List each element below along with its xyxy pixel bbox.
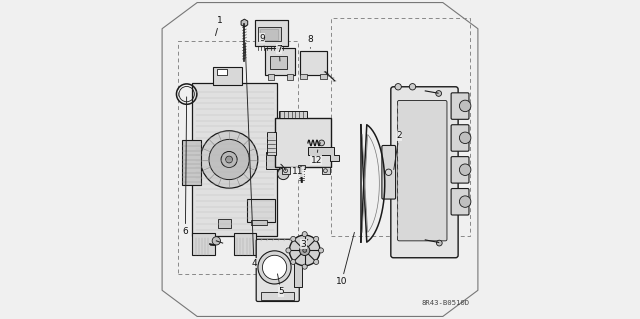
Circle shape — [460, 100, 471, 112]
Circle shape — [460, 164, 471, 175]
Circle shape — [460, 196, 471, 207]
Text: 5: 5 — [278, 274, 284, 296]
Bar — [300, 74, 307, 79]
Bar — [320, 74, 327, 79]
Circle shape — [460, 132, 471, 144]
Circle shape — [302, 232, 307, 237]
Text: 7: 7 — [276, 45, 282, 61]
Text: 8: 8 — [308, 35, 314, 48]
Bar — [298, 165, 305, 169]
FancyBboxPatch shape — [213, 67, 242, 85]
Text: 12: 12 — [310, 150, 322, 165]
Text: 11: 11 — [292, 167, 303, 176]
FancyBboxPatch shape — [252, 220, 268, 225]
Circle shape — [286, 248, 291, 253]
Circle shape — [291, 259, 296, 264]
Circle shape — [209, 139, 249, 180]
Circle shape — [278, 168, 289, 180]
FancyBboxPatch shape — [382, 145, 396, 199]
FancyBboxPatch shape — [278, 111, 307, 118]
FancyBboxPatch shape — [451, 157, 469, 183]
Circle shape — [395, 84, 401, 90]
Text: 8R43-B0510D: 8R43-B0510D — [421, 300, 469, 306]
Text: 6: 6 — [182, 97, 188, 236]
Polygon shape — [308, 147, 339, 161]
FancyBboxPatch shape — [193, 83, 277, 236]
Text: 10: 10 — [336, 232, 355, 286]
FancyBboxPatch shape — [218, 219, 230, 228]
FancyBboxPatch shape — [193, 233, 215, 255]
Bar — [269, 56, 287, 69]
FancyBboxPatch shape — [182, 140, 202, 185]
Circle shape — [303, 249, 307, 252]
Circle shape — [289, 235, 320, 266]
Bar — [331, 18, 470, 236]
Bar — [294, 258, 302, 287]
Circle shape — [258, 251, 291, 284]
Text: 3: 3 — [301, 239, 308, 249]
Bar — [282, 167, 290, 174]
FancyBboxPatch shape — [451, 93, 469, 119]
FancyBboxPatch shape — [255, 20, 288, 46]
Bar — [218, 69, 227, 75]
Circle shape — [262, 255, 287, 279]
Bar — [259, 27, 281, 41]
FancyBboxPatch shape — [256, 239, 300, 301]
Circle shape — [436, 240, 442, 246]
Circle shape — [314, 236, 319, 241]
FancyBboxPatch shape — [300, 51, 326, 75]
Circle shape — [302, 264, 307, 269]
Bar — [287, 74, 293, 80]
FancyBboxPatch shape — [451, 189, 469, 215]
Bar — [178, 41, 298, 274]
Bar — [261, 292, 294, 300]
Bar — [260, 29, 278, 40]
FancyBboxPatch shape — [234, 233, 256, 255]
Bar — [268, 74, 274, 80]
Circle shape — [226, 156, 232, 163]
FancyBboxPatch shape — [246, 199, 275, 222]
Text: 2: 2 — [394, 131, 402, 169]
Text: 4: 4 — [245, 43, 257, 268]
FancyBboxPatch shape — [266, 152, 278, 169]
Circle shape — [212, 237, 220, 245]
Circle shape — [300, 245, 310, 256]
Text: 1: 1 — [216, 16, 222, 36]
Circle shape — [436, 91, 442, 96]
FancyBboxPatch shape — [391, 87, 458, 258]
Circle shape — [319, 140, 324, 146]
FancyBboxPatch shape — [268, 132, 276, 155]
Circle shape — [200, 131, 258, 188]
Circle shape — [314, 259, 319, 264]
Text: 9: 9 — [259, 34, 265, 46]
Circle shape — [221, 152, 237, 167]
FancyBboxPatch shape — [265, 48, 296, 75]
FancyBboxPatch shape — [451, 125, 469, 151]
Circle shape — [291, 236, 296, 241]
Circle shape — [410, 84, 416, 90]
FancyBboxPatch shape — [397, 100, 447, 241]
Bar — [321, 167, 330, 174]
FancyBboxPatch shape — [275, 118, 331, 167]
Circle shape — [319, 248, 323, 253]
